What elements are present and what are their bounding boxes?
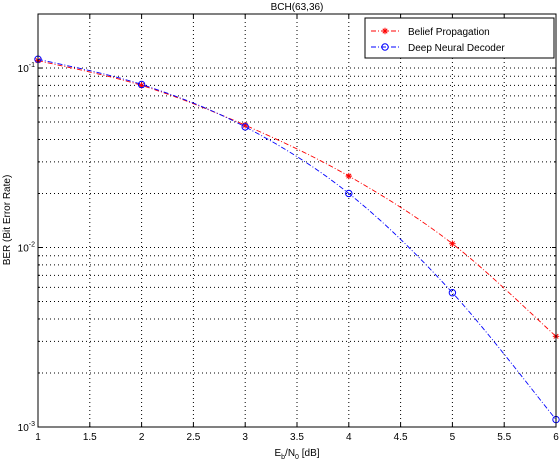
y-tick-label-base: 10 bbox=[18, 64, 30, 75]
legend-label: Belief Propagation bbox=[408, 27, 490, 38]
x-tick-label: 2 bbox=[139, 432, 145, 443]
star-stroke bbox=[382, 28, 388, 34]
x-tick-label: 1 bbox=[35, 432, 41, 443]
x-tick-label: 5.5 bbox=[497, 432, 511, 443]
circle-marker bbox=[345, 189, 353, 198]
x-axis-label: Eb/N0 [dB] bbox=[274, 448, 319, 460]
x-tick-label: 5 bbox=[450, 432, 456, 443]
y-tick-label-exponent: -3 bbox=[29, 421, 35, 428]
x-tick-label: 3.5 bbox=[290, 432, 304, 443]
y-tick-label-exponent: -2 bbox=[29, 242, 35, 249]
legend-item: Deep Neural Decoder bbox=[371, 43, 505, 54]
x-tick-label: 4.5 bbox=[394, 432, 408, 443]
y-tick-label: 10-2 bbox=[18, 242, 35, 255]
star-marker bbox=[345, 172, 352, 180]
y-tick-label-exponent: -1 bbox=[29, 62, 35, 69]
x-tick-label: 4 bbox=[346, 432, 352, 443]
x-tick-label: 6 bbox=[553, 432, 559, 443]
circle-marker bbox=[448, 289, 457, 297]
legend-box bbox=[364, 17, 555, 59]
legend-label: Deep Neural Decoder bbox=[408, 43, 505, 54]
y-tick-label-base: 10 bbox=[18, 244, 30, 255]
grid bbox=[38, 14, 556, 427]
y-tick-label: 10-3 bbox=[18, 421, 35, 434]
ticks: 1 1.5 2 2.5 3 3.5 4 4.5 5 5.5 610-110-210-3 bbox=[18, 14, 559, 443]
y-tick-label: 10-1 bbox=[18, 62, 35, 75]
y-tick-label-base: 10 bbox=[18, 423, 30, 434]
legend-item: Belief Propagation bbox=[371, 27, 490, 38]
y-axis-label: BER (Bit Error Rate) bbox=[2, 175, 13, 266]
circle-marker bbox=[137, 80, 146, 89]
x-tick-label: 2.5 bbox=[186, 432, 200, 443]
series-line bbox=[37, 60, 557, 337]
series-line bbox=[37, 58, 557, 420]
x-tick-label: 3 bbox=[242, 432, 248, 443]
star-stroke bbox=[346, 173, 352, 179]
legend: Belief Propagation Deep Neural Decoder bbox=[364, 17, 555, 59]
circle-marker bbox=[241, 123, 249, 131]
star-marker bbox=[449, 240, 456, 247]
star-stroke bbox=[449, 241, 455, 247]
star-marker bbox=[381, 27, 389, 35]
chart-title: BCH(63,36) bbox=[271, 2, 324, 13]
circle-marker bbox=[381, 43, 389, 51]
x-tick-label: 1.5 bbox=[83, 432, 97, 443]
